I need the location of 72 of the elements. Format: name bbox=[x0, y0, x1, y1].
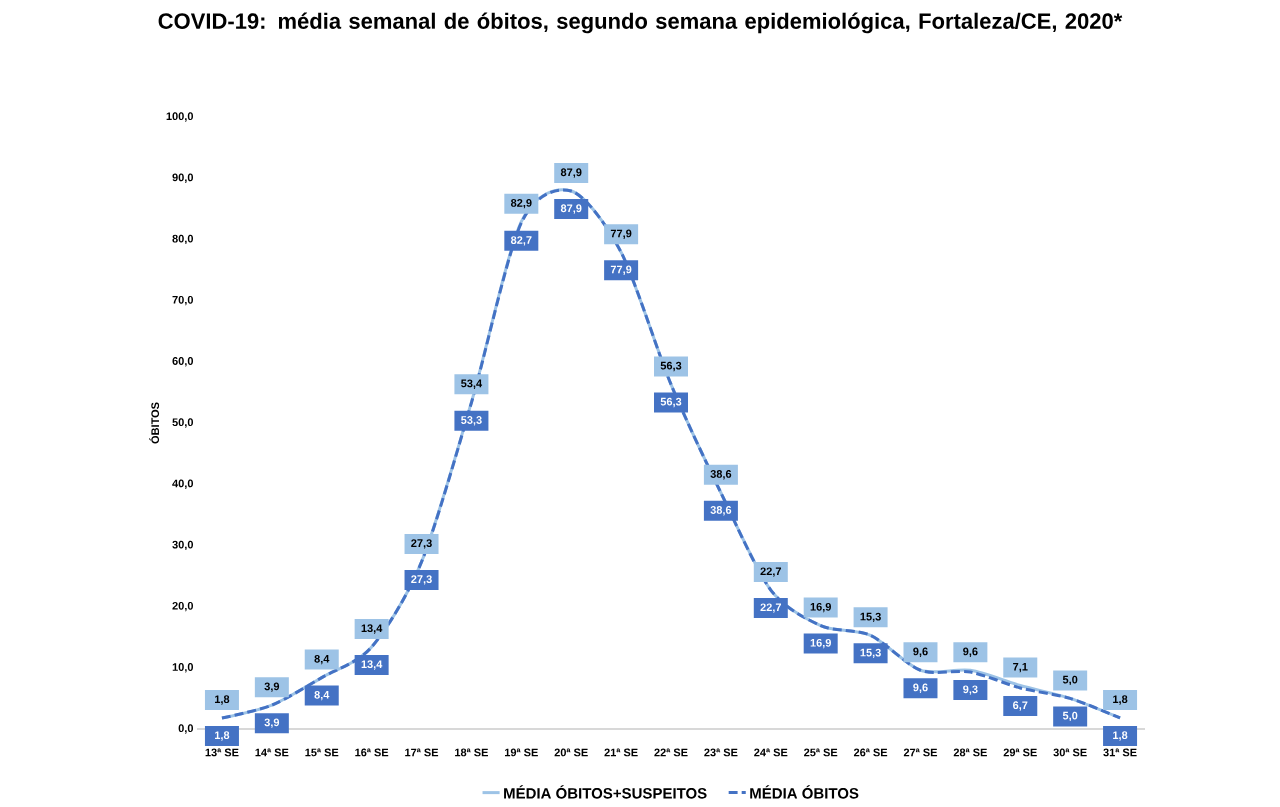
y-tick-label: 40,0 bbox=[172, 479, 194, 489]
data-label: 16,9 bbox=[810, 602, 831, 613]
x-tick-label: 31ª SE bbox=[1103, 748, 1137, 757]
x-tick-label: 16ª SE bbox=[355, 748, 389, 757]
data-label: 6,7 bbox=[1013, 701, 1028, 711]
x-tick-label: 27ª SE bbox=[903, 748, 938, 757]
data-label: 7,1 bbox=[1013, 662, 1028, 673]
x-tick-label: 30ª SE bbox=[1053, 748, 1087, 757]
data-label: 87,9 bbox=[560, 204, 582, 214]
data-label: 38,6 bbox=[710, 470, 732, 480]
y-tick-label: 90,0 bbox=[172, 173, 194, 183]
legend-label: MÉDIA ÓBITOS+SUSPEITOS bbox=[504, 785, 707, 799]
data-label: 77,9 bbox=[610, 265, 632, 275]
y-tick-label: 10,0 bbox=[172, 663, 194, 673]
data-label: 82,7 bbox=[510, 236, 532, 246]
data-label: 1,8 bbox=[1113, 731, 1128, 741]
data-label: 77,9 bbox=[610, 229, 632, 239]
data-label: 3,9 bbox=[264, 682, 280, 692]
data-label: 27,3 bbox=[411, 575, 432, 585]
y-tick-label: 80,0 bbox=[172, 234, 194, 245]
data-label: 13,4 bbox=[361, 624, 383, 634]
data-label: 3,9 bbox=[264, 718, 280, 728]
data-label: 16,9 bbox=[810, 638, 831, 649]
data-label: 13,4 bbox=[361, 660, 383, 670]
y-tick-label: 70,0 bbox=[172, 295, 194, 306]
data-label: 9,6 bbox=[913, 683, 928, 693]
data-label: 53,4 bbox=[461, 379, 483, 389]
y-tick-label: 30,0 bbox=[172, 540, 194, 551]
y-axis-title: ÓBITOS bbox=[149, 402, 160, 444]
x-tick-label: 29ª SE bbox=[1003, 748, 1037, 757]
data-label: 8,4 bbox=[314, 654, 330, 665]
x-tick-label: 18ª SE bbox=[455, 748, 488, 757]
data-label: 38,6 bbox=[710, 506, 732, 516]
y-tick-label: 50,0 bbox=[172, 418, 194, 428]
data-label: 1,8 bbox=[215, 731, 230, 741]
data-label: 53,3 bbox=[461, 416, 482, 426]
x-tick-label: 23ª SE bbox=[704, 748, 738, 757]
data-label: 27,3 bbox=[411, 539, 432, 549]
y-tick-label: 20,0 bbox=[172, 601, 194, 612]
data-label: 87,9 bbox=[560, 168, 582, 178]
data-label: 9,6 bbox=[913, 647, 928, 657]
data-label: 15,3 bbox=[860, 612, 881, 623]
x-tick-label: 26ª SE bbox=[853, 748, 888, 757]
x-tick-label: 15ª SE bbox=[305, 748, 339, 757]
x-tick-label: 28ª SE bbox=[953, 748, 987, 757]
legend-label: MÉDIA ÓBITOS bbox=[750, 785, 859, 799]
data-label: 56,3 bbox=[660, 361, 682, 372]
x-tick-label: 13ª SE bbox=[205, 748, 239, 757]
data-label: 22,7 bbox=[760, 603, 782, 613]
x-tick-label: 22ª SE bbox=[654, 748, 688, 757]
chart-title: COVID-19: média semanal de óbitos, segundo semana epidemiológica, Fortaleza/CE, 2020* bbox=[158, 12, 1123, 34]
x-tick-label: 20ª SE bbox=[554, 748, 588, 757]
x-tick-label: 17ª SE bbox=[405, 748, 439, 757]
data-label: 8,4 bbox=[314, 690, 330, 701]
data-label: 22,7 bbox=[760, 567, 782, 577]
y-tick-label: 60,0 bbox=[172, 357, 194, 367]
data-label: 5,0 bbox=[1062, 711, 1078, 722]
data-label: 56,3 bbox=[660, 397, 682, 408]
x-tick-label: 21ª SE bbox=[604, 748, 638, 757]
data-label: 5,0 bbox=[1062, 675, 1078, 686]
y-tick-label: 100,0 bbox=[166, 112, 194, 122]
x-tick-label: 14ª SE bbox=[255, 748, 289, 757]
data-label: 1,8 bbox=[1113, 695, 1128, 705]
data-label: 15,3 bbox=[860, 648, 881, 659]
x-tick-label: 25ª SE bbox=[804, 748, 838, 757]
x-tick-label: 19ª SE bbox=[504, 748, 538, 757]
y-tick-label: 0,0 bbox=[178, 724, 194, 734]
x-tick-label: 24ª SE bbox=[754, 748, 788, 757]
data-label: 9,3 bbox=[963, 685, 978, 695]
data-label: 82,9 bbox=[510, 198, 532, 209]
data-label: 1,8 bbox=[215, 695, 230, 705]
data-label: 9,6 bbox=[963, 647, 978, 657]
